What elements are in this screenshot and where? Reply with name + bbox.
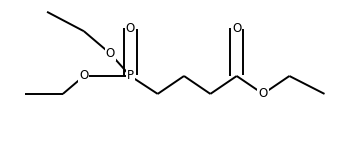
Text: O: O	[258, 87, 268, 100]
Text: P: P	[127, 69, 134, 83]
Text: O: O	[79, 69, 88, 83]
Text: O: O	[126, 22, 135, 35]
Text: O: O	[232, 22, 241, 35]
Text: O: O	[105, 47, 115, 60]
